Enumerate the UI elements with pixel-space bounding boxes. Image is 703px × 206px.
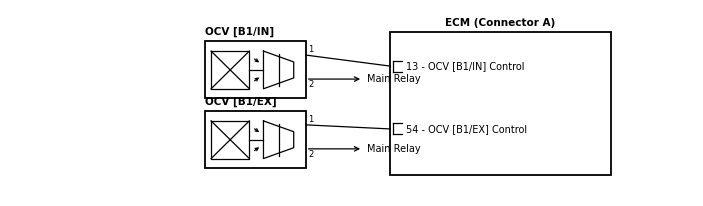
Text: 1: 1: [308, 45, 314, 54]
Text: Main Relay: Main Relay: [368, 74, 421, 84]
Text: 2: 2: [308, 80, 314, 89]
Bar: [205, 111, 306, 168]
Bar: [390, 32, 611, 175]
Text: 13 - OCV [B1/IN] Control: 13 - OCV [B1/IN] Control: [406, 61, 524, 71]
Text: Main Relay: Main Relay: [368, 144, 421, 154]
Text: OCV [B1/IN]: OCV [B1/IN]: [205, 27, 274, 37]
Text: ECM (Connector A): ECM (Connector A): [446, 18, 555, 28]
Bar: [205, 41, 306, 98]
Text: OCV [B1/EX]: OCV [B1/EX]: [205, 97, 277, 107]
Text: 54 - OCV [B1/EX] Control: 54 - OCV [B1/EX] Control: [406, 124, 527, 134]
Text: 2: 2: [308, 150, 314, 159]
Text: 1: 1: [308, 115, 314, 124]
